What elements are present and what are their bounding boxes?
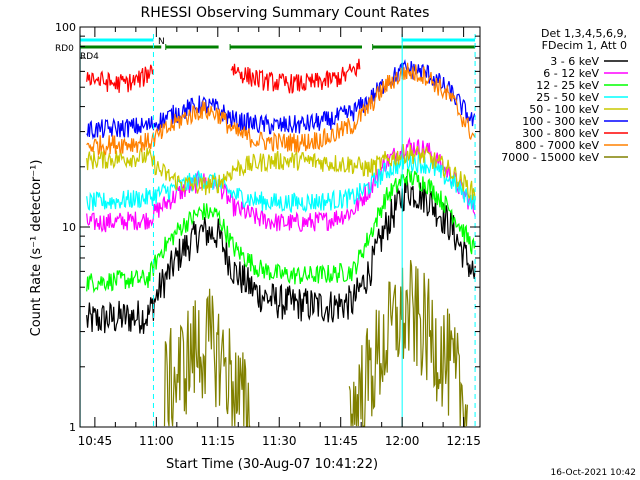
legend-header: FDecim 1, Att 0 xyxy=(542,39,627,52)
legend-header: Det 1,3,4,5,6,9, xyxy=(541,27,627,40)
legend-entry-label: 7000 - 15000 keV xyxy=(501,151,599,164)
legend-entry-label: 300 - 800 keV xyxy=(522,127,599,140)
x-tick-label: 11:45 xyxy=(323,434,358,448)
x-tick-label: 12:15 xyxy=(446,434,481,448)
legend-entry-label: 12 - 25 keV xyxy=(536,79,599,92)
series-line xyxy=(86,152,476,213)
x-tick-label: 12:00 xyxy=(385,434,420,448)
series-line xyxy=(86,62,476,157)
x-tick-label: 11:00 xyxy=(139,434,174,448)
series-line xyxy=(86,176,476,334)
flag-layer: N RD0 RD4 xyxy=(55,37,476,62)
y-tick-label: 10 xyxy=(62,221,76,234)
flag-label: N xyxy=(158,37,165,47)
chart-title: RHESSI Observing Summary Count Rates xyxy=(141,5,430,21)
legend: Det 1,3,4,5,6,9,FDecim 1, Att 0 3 - 6 keV… xyxy=(501,27,628,164)
flag-label: RD4 xyxy=(80,52,99,62)
series-line xyxy=(86,167,476,294)
legend-entry-label: 100 - 300 keV xyxy=(522,115,599,128)
legend-entry-label: 3 - 6 keV xyxy=(550,55,599,68)
x-tick-label: 11:30 xyxy=(262,434,297,448)
x-tick-label: 10:45 xyxy=(78,434,113,448)
legend-entry-label: 50 - 100 keV xyxy=(529,103,599,116)
legend-entry-label: 25 - 50 keV xyxy=(536,91,599,104)
axis-layer: 1 10 100 10:45 11:00 11:15 11:30 11:45 12:00 12:1… xyxy=(55,21,481,448)
legend-entry-label: 800 - 7000 keV xyxy=(515,139,599,152)
series-line xyxy=(86,143,476,200)
series-line xyxy=(163,260,468,427)
series-line xyxy=(86,58,361,94)
timestamp: 16-Oct-2021 10:42 xyxy=(551,468,636,478)
x-tick-label: 11:15 xyxy=(200,434,235,448)
flag-label: RD0 xyxy=(55,44,74,54)
legend-entry-label: 6 - 12 keV xyxy=(543,67,599,80)
series-layer xyxy=(86,58,476,427)
y-tick-label: 1 xyxy=(69,421,76,434)
y-axis-label: Count Rate (s⁻¹ detector⁻¹) xyxy=(29,160,44,337)
y-tick-label: 100 xyxy=(55,21,76,34)
x-axis-label: Start Time (30-Aug-07 10:41:22) xyxy=(166,457,378,472)
